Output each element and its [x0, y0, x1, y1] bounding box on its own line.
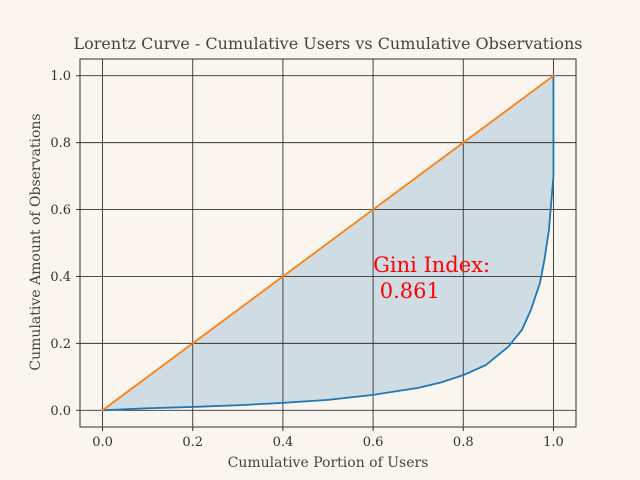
- y-tick-label-4: 0.8: [50, 136, 71, 151]
- x-tick-label-2: 0.4: [273, 435, 294, 450]
- gini-index-value: 0.861: [373, 279, 440, 303]
- y-tick-label-2: 0.4: [50, 270, 71, 285]
- x-axis-label: Cumulative Portion of Users: [228, 455, 429, 471]
- y-tick-label-1: 0.2: [50, 337, 71, 352]
- y-tick-label-5: 1.0: [50, 69, 71, 84]
- y-tick-label-3: 0.6: [50, 203, 71, 218]
- x-tick-label-4: 0.8: [453, 435, 474, 450]
- x-tick-label-5: 1.0: [543, 435, 564, 450]
- y-axis-label: Cumulative Amount of Observations: [28, 113, 44, 370]
- x-tick-label-1: 0.2: [182, 435, 203, 450]
- y-tick-label-0: 0.0: [50, 404, 71, 419]
- equality-line: [101, 74, 555, 412]
- gini-index-label: Gini Index:: [373, 253, 490, 277]
- chart-title: Lorentz Curve - Cumulative Users vs Cumu…: [74, 34, 583, 53]
- x-tick-label-3: 0.6: [363, 435, 384, 450]
- x-tick-label-0: 0.0: [92, 435, 113, 450]
- plot-area: 0.0 0.2 0.4 0.6 0.8 1.0 0.0 0.2 0.4 0.6 0.8 1.0 Gini…: [50, 58, 577, 450]
- lorentz-curve-line: [101, 74, 555, 412]
- axes-frame: [79, 58, 577, 428]
